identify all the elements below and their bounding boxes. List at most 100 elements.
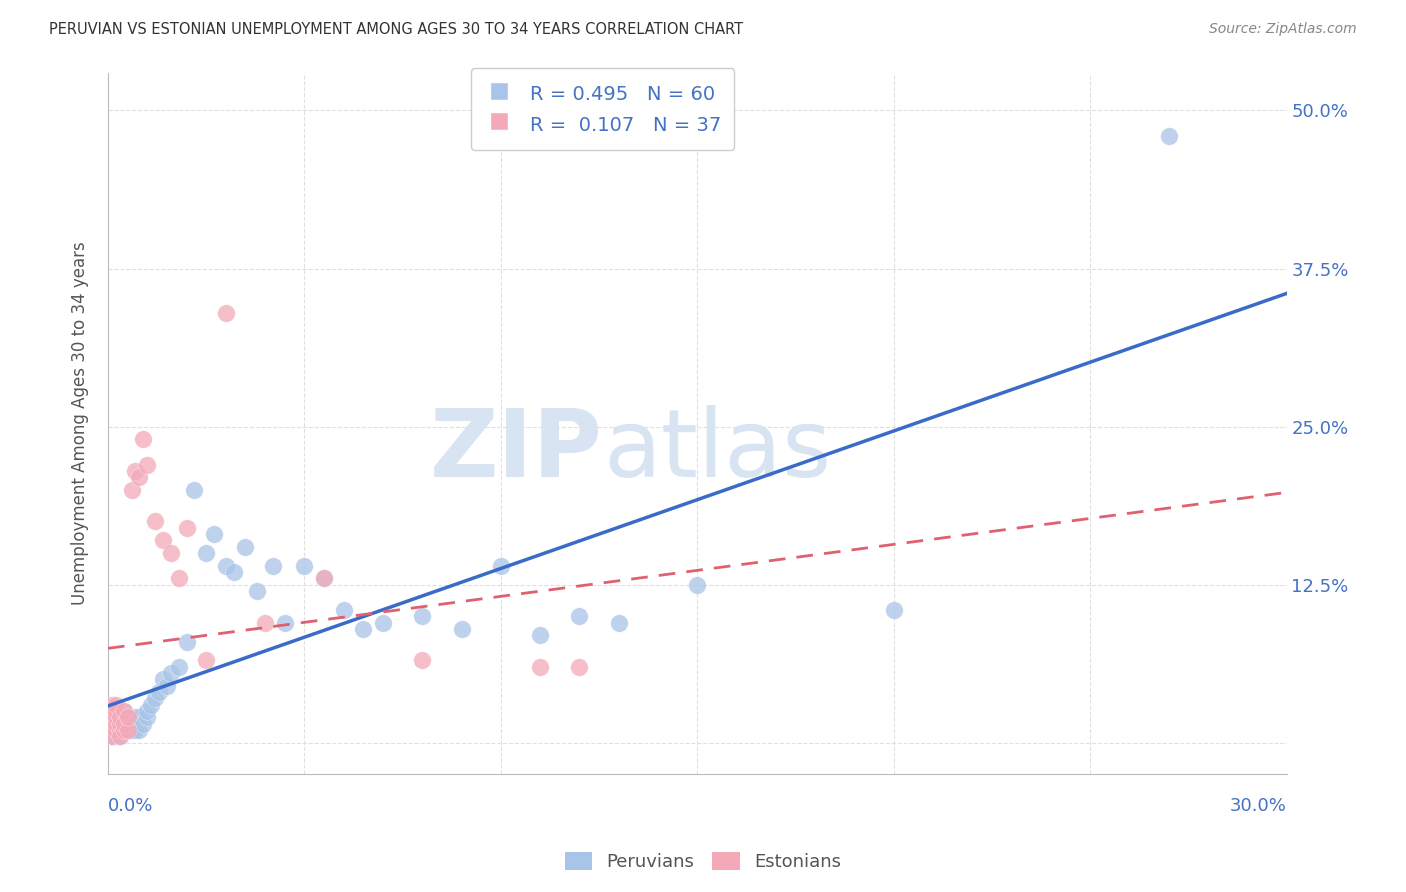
Y-axis label: Unemployment Among Ages 30 to 34 years: Unemployment Among Ages 30 to 34 years [72, 242, 89, 606]
Point [128, 710, 150, 724]
Point [104, 723, 127, 737]
Point [108, 723, 131, 737]
Point [136, 458, 159, 472]
Point [450, 622, 472, 636]
Point [152, 533, 174, 548]
Point [101, 698, 124, 712]
Point [101, 723, 124, 737]
Text: 0.0%: 0.0% [108, 797, 153, 815]
Point [108, 730, 131, 744]
Point [112, 704, 135, 718]
Point [254, 615, 277, 630]
Point [104, 723, 127, 737]
Point [167, 571, 190, 585]
Point [101, 704, 124, 718]
Point [160, 666, 183, 681]
Point [294, 558, 316, 573]
Point [128, 470, 150, 484]
Text: atlas: atlas [603, 406, 831, 498]
Point [136, 704, 159, 718]
Legend: R = 0.495   N = 60, R =  0.107   N = 37: R = 0.495 N = 60, R = 0.107 N = 37 [471, 68, 734, 150]
Point [176, 634, 198, 648]
Point [104, 710, 127, 724]
Point [202, 527, 225, 541]
Point [136, 710, 159, 724]
Point [121, 716, 143, 731]
Text: PERUVIAN VS ESTONIAN UNEMPLOYMENT AMONG AGES 30 TO 34 YEARS CORRELATION CHART: PERUVIAN VS ESTONIAN UNEMPLOYMENT AMONG … [49, 22, 744, 37]
Point [104, 716, 127, 731]
Point [108, 716, 131, 731]
Point [101, 710, 124, 724]
Text: 30.0%: 30.0% [1230, 797, 1286, 815]
Point [101, 730, 124, 744]
Point [686, 577, 709, 591]
Point [195, 546, 218, 560]
Point [352, 622, 374, 636]
Point [235, 540, 257, 554]
Point [104, 710, 127, 724]
Legend: Peruvians, Estonians: Peruvians, Estonians [558, 845, 848, 879]
Point [117, 723, 139, 737]
Point [529, 628, 551, 642]
Point [183, 483, 205, 497]
Point [112, 704, 135, 718]
Point [124, 710, 146, 724]
Point [141, 698, 163, 712]
Point [607, 615, 630, 630]
Point [112, 716, 135, 731]
Point [529, 660, 551, 674]
Point [104, 704, 127, 718]
Point [117, 710, 139, 724]
Point [121, 483, 143, 497]
Point [112, 716, 135, 731]
Point [101, 723, 124, 737]
Point [312, 571, 335, 585]
Point [568, 609, 591, 624]
Point [128, 723, 150, 737]
Point [143, 515, 166, 529]
Point [176, 521, 198, 535]
Point [167, 660, 190, 674]
Point [108, 710, 131, 724]
Point [568, 660, 591, 674]
Point [489, 558, 512, 573]
Point [104, 716, 127, 731]
Point [132, 716, 155, 731]
Point [104, 730, 127, 744]
Point [108, 723, 131, 737]
Point [215, 306, 238, 320]
Point [312, 571, 335, 585]
Point [101, 716, 124, 731]
Point [262, 558, 284, 573]
Point [101, 730, 124, 744]
Point [117, 710, 139, 724]
Point [246, 583, 269, 598]
Point [215, 558, 238, 573]
Text: ZIP: ZIP [430, 406, 603, 498]
Point [104, 698, 127, 712]
Point [112, 723, 135, 737]
Point [411, 609, 433, 624]
Point [108, 710, 131, 724]
Point [108, 716, 131, 731]
Point [411, 653, 433, 667]
Point [104, 704, 127, 718]
Point [101, 704, 124, 718]
Point [1157, 128, 1180, 143]
Point [101, 710, 124, 724]
Point [117, 723, 139, 737]
Point [371, 615, 394, 630]
Point [124, 464, 146, 478]
Point [108, 730, 131, 744]
Point [222, 565, 245, 579]
Point [117, 716, 139, 731]
Point [124, 723, 146, 737]
Point [148, 685, 170, 699]
Point [160, 546, 183, 560]
Point [156, 679, 179, 693]
Point [121, 723, 143, 737]
Point [332, 603, 354, 617]
Text: Source: ZipAtlas.com: Source: ZipAtlas.com [1209, 22, 1357, 37]
Point [143, 691, 166, 706]
Point [883, 603, 905, 617]
